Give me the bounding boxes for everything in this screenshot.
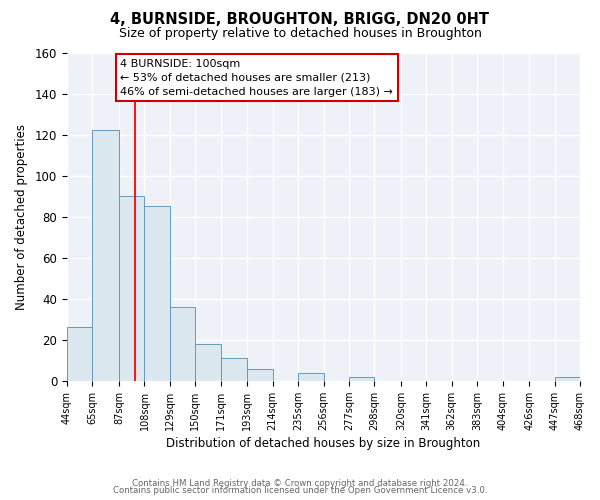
Bar	[67, 328, 92, 381]
Bar	[298, 372, 323, 381]
Text: Contains HM Land Registry data © Crown copyright and database right 2024.: Contains HM Land Registry data © Crown c…	[132, 478, 468, 488]
Bar	[349, 376, 374, 381]
Bar	[145, 206, 170, 381]
Bar	[195, 344, 221, 381]
Bar	[247, 368, 273, 381]
X-axis label: Distribution of detached houses by size in Broughton: Distribution of detached houses by size …	[166, 437, 481, 450]
Bar	[119, 196, 145, 381]
Text: Size of property relative to detached houses in Broughton: Size of property relative to detached ho…	[119, 28, 481, 40]
Text: 4 BURNSIDE: 100sqm
← 53% of detached houses are smaller (213)
46% of semi-detach: 4 BURNSIDE: 100sqm ← 53% of detached hou…	[120, 58, 393, 96]
Y-axis label: Number of detached properties: Number of detached properties	[15, 124, 28, 310]
Bar	[554, 376, 580, 381]
Bar	[170, 307, 195, 381]
Text: 4, BURNSIDE, BROUGHTON, BRIGG, DN20 0HT: 4, BURNSIDE, BROUGHTON, BRIGG, DN20 0HT	[110, 12, 490, 28]
Bar	[92, 130, 119, 381]
Text: Contains public sector information licensed under the Open Government Licence v3: Contains public sector information licen…	[113, 486, 487, 495]
Bar	[221, 358, 247, 381]
